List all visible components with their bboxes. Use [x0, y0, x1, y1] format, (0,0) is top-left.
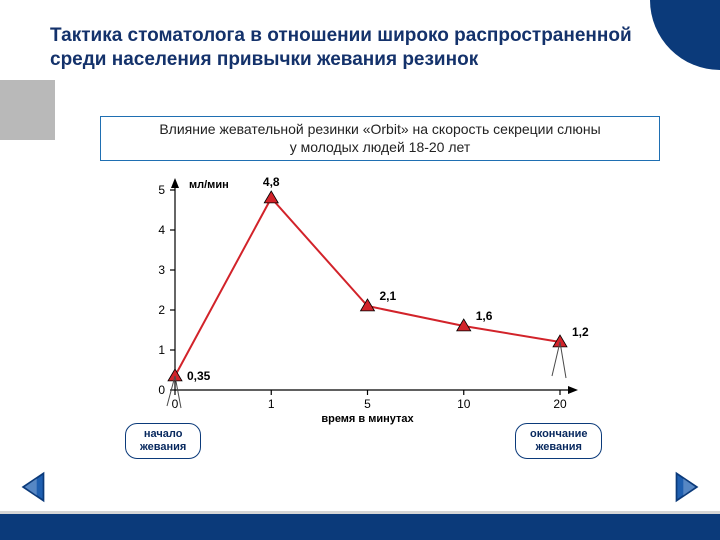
bottom-bar	[0, 514, 720, 540]
svg-text:2: 2	[158, 303, 165, 317]
callout-start-l2: жевания	[140, 441, 186, 453]
chart-caption-line1: Влияние жевательной резинки «Orbit» на с…	[109, 121, 651, 139]
svg-text:1,6: 1,6	[476, 309, 493, 323]
slide-title: Тактика стоматолога в отношении широко р…	[50, 24, 640, 72]
svg-text:4: 4	[158, 223, 165, 237]
svg-text:1,2: 1,2	[572, 325, 589, 339]
svg-text:10: 10	[457, 397, 471, 411]
svg-text:1: 1	[158, 343, 165, 357]
svg-text:3: 3	[158, 263, 165, 277]
svg-text:мл/мин: мл/мин	[189, 179, 229, 191]
callout-start-l1: начало	[144, 428, 183, 440]
chart-caption: Влияние жевательной резинки «Orbit» на с…	[100, 116, 660, 161]
corner-decoration	[650, 0, 720, 70]
callout-end-l2: жевания	[536, 441, 582, 453]
callout-end-l1: окончание	[530, 428, 587, 440]
left-accent-block	[0, 80, 55, 140]
slide-root: Тактика стоматолога в отношении широко р…	[0, 0, 720, 540]
prev-slide-button[interactable]	[18, 470, 52, 504]
next-slide-button[interactable]	[668, 470, 702, 504]
svg-text:0: 0	[158, 383, 165, 397]
callout-start: начало жевания	[125, 423, 201, 459]
chart-svg: 0 1 2 3 4 5 0 1 5 10 20 мл/мин время в минутах 0,35 4,…	[120, 175, 600, 455]
svg-text:5: 5	[158, 183, 165, 197]
saliva-chart: 0 1 2 3 4 5 0 1 5 10 20 мл/мин время в минутах 0,35 4,…	[120, 175, 600, 455]
svg-text:время в минутах: время в минутах	[321, 413, 414, 425]
arrow-left-icon	[18, 470, 52, 504]
arrow-right-icon	[668, 470, 702, 504]
chart-caption-line2: у молодых людей 18-20 лет	[109, 139, 651, 157]
svg-text:1: 1	[268, 397, 275, 411]
callout-end: окончание жевания	[515, 423, 602, 459]
svg-text:0,35: 0,35	[187, 369, 211, 383]
svg-text:4,8: 4,8	[263, 175, 280, 189]
svg-text:0: 0	[172, 397, 179, 411]
svg-text:20: 20	[553, 397, 567, 411]
svg-text:5: 5	[364, 397, 371, 411]
svg-text:2,1: 2,1	[380, 289, 397, 303]
